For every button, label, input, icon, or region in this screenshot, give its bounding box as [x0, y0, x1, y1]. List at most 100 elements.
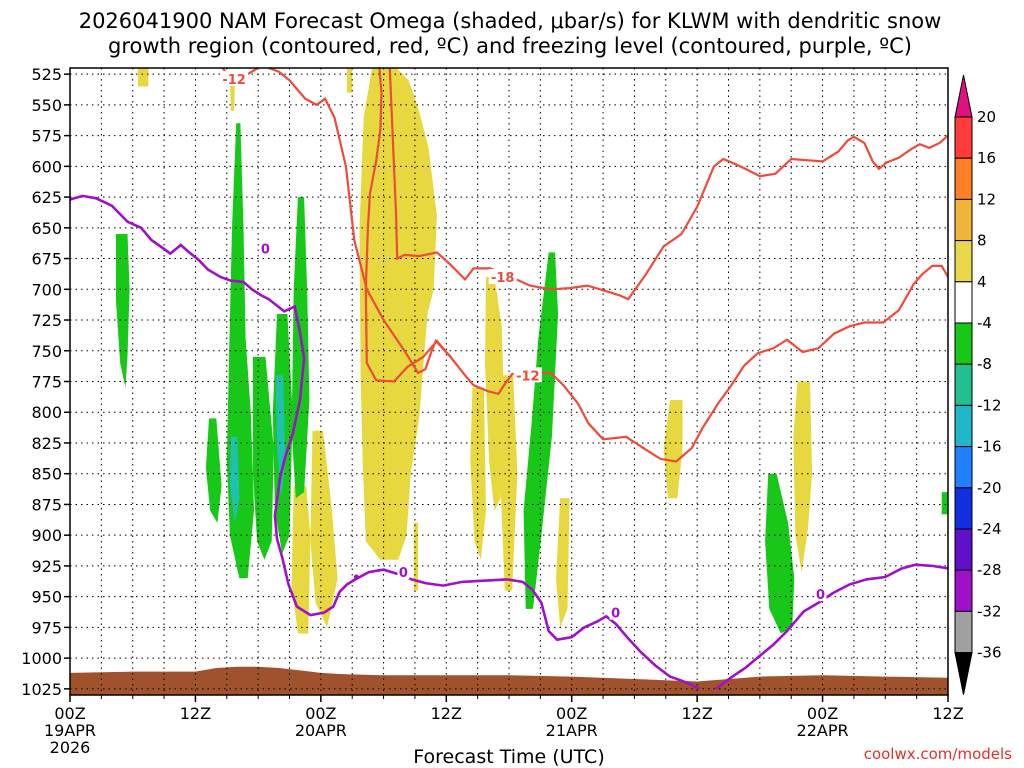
omega-downward-region-12: [663, 399, 683, 499]
colorbar-label-13: -36: [977, 644, 1002, 662]
contour-label-bg-5: [609, 604, 622, 620]
x-tick-date-6: 22APR: [797, 721, 849, 740]
dgz-minus18-contour-upper: [388, 67, 949, 301]
omega-downward-region-6: [291, 486, 311, 634]
colorbar-label-5: -4: [977, 314, 992, 332]
omega-upward-region-3: [252, 356, 274, 560]
y-tick-label-16: 925: [31, 557, 62, 576]
site-credit: coolwx.com/models: [864, 745, 1012, 763]
x-tick-label-1: 12Z: [180, 704, 211, 723]
x-tick-date-2: 20APR: [295, 721, 347, 740]
colorbar-bin-13: [954, 610, 973, 654]
y-tick-label-9: 750: [31, 342, 62, 361]
colorbar-bin-4: [954, 240, 973, 283]
colorbar-label-8: -16: [977, 438, 1002, 456]
colorbar-label-2: 12: [977, 190, 996, 208]
colorbar-label-11: -28: [977, 561, 1002, 579]
x-tick-date-0: 19APR: [44, 721, 96, 740]
colorbar-label-1: 16: [977, 149, 996, 167]
contour-label-2: -18: [491, 271, 515, 286]
y-tick-label-15: 900: [31, 526, 62, 545]
omega-upward-region-7: [765, 473, 795, 634]
x-tick-label-3: 12Z: [431, 704, 462, 723]
colorbar-bin-1: [954, 116, 973, 159]
x-tick-label-2: 00Z: [305, 704, 336, 723]
omega-downward-region-5: [413, 522, 419, 591]
colorbar-label-6: -8: [977, 355, 992, 373]
colorbar-bin-8: [954, 404, 973, 448]
freezing-level-contour-right: [715, 563, 949, 690]
colorbar-bin-3: [954, 198, 973, 242]
x-tick-label-4: 00Z: [556, 704, 587, 723]
contour-label-bg-6: [814, 586, 827, 602]
omega-downward-region-3: [347, 68, 353, 93]
omega-strong-upward-region-0: [229, 436, 240, 523]
chart-title-line-1: 2026041900 NAM Forecast Omega (shaded, μ…: [79, 9, 942, 33]
x-tick-label-0: 00Z: [54, 704, 85, 723]
x-tick-year-0: 2026: [50, 738, 91, 757]
y-tick-label-7: 700: [31, 280, 62, 299]
omega-downward-region-2: [359, 68, 437, 560]
y-tick-label-19: 1000: [21, 649, 62, 668]
omega-upward-region-6: [523, 252, 559, 609]
contour-label-bg-1: [259, 240, 272, 256]
contour-label-bg-0: [220, 71, 249, 87]
contour-label-4: 0: [399, 566, 408, 581]
y-tick-label-1: 550: [31, 96, 62, 115]
colorbar-bin-5: [954, 281, 973, 324]
y-axis: 525 550 575 600 625 650 675 700 725 750 775 800 825 8…: [21, 65, 70, 699]
y-tick-label-20: 1025: [21, 680, 62, 699]
y-tick-label-4: 625: [31, 188, 62, 207]
colorbar-label-10: -24: [977, 520, 1002, 538]
colorbar-top-arrow: [954, 74, 973, 118]
omega-upward-region-5: [291, 197, 310, 499]
omega-downward-region-13: [793, 381, 813, 573]
omega-downward-region-7: [310, 430, 338, 628]
x-tick-label-7: 12Z: [932, 704, 963, 723]
omega-downward-region-4: [408, 363, 413, 462]
x-tick-date-4: 21APR: [546, 721, 598, 740]
chart-title-line-2: growth region (contoured, red, ºC) and f…: [108, 34, 912, 58]
y-tick-label-12: 825: [31, 434, 62, 453]
x-tick-label-6: 00Z: [807, 704, 838, 723]
y-tick-label-3: 600: [31, 157, 62, 176]
omega-colorbar: 20 16 12 8 4 -4 -8 -12 -16 -20 -24 -28 -32 -36: [954, 74, 1002, 695]
y-tick-label-5: 650: [31, 219, 62, 238]
colorbar-bin-2: [954, 157, 973, 200]
colorbar-bin-6: [954, 322, 973, 365]
y-tick-label-13: 850: [31, 465, 62, 484]
contour-labels: -12 0 -18 -12 0 0 0: [220, 71, 827, 622]
colorbar-bottom-arrow: [954, 652, 973, 695]
omega-upward-region-0: [116, 234, 130, 388]
freezing-level-marker-0: [353, 574, 359, 580]
y-tick-label-14: 875: [31, 495, 62, 514]
y-tick-label-0: 525: [31, 65, 62, 84]
omega-shading: [116, 68, 948, 634]
x-tick-label-5: 12Z: [681, 704, 712, 723]
omega-upward-region-1: [205, 418, 222, 523]
colorbar-label-7: -12: [977, 396, 1002, 414]
contour-label-0: -12: [222, 73, 246, 88]
omega-downward-region-11: [556, 498, 570, 628]
contour-label-3: -12: [516, 369, 540, 384]
colorbar-bin-10: [954, 487, 973, 530]
colorbar-bin-12: [954, 569, 973, 612]
omega-downward-region-1: [229, 80, 236, 111]
contour-label-6: 0: [816, 588, 825, 603]
dgz-minus12-contour-1: [268, 66, 949, 463]
colorbar-bin-11: [954, 528, 973, 571]
colorbar-bin-7: [954, 363, 973, 406]
colorbar-label-3: 8: [977, 232, 987, 250]
colorbar-label-9: -20: [977, 479, 1002, 497]
contour-label-5: 0: [611, 607, 620, 622]
colorbar-label-12: -32: [977, 602, 1002, 620]
contour-label-1: 0: [261, 243, 270, 258]
colorbar-bin-9: [954, 446, 973, 489]
contour-label-bg-3: [513, 367, 542, 383]
y-tick-label-10: 775: [31, 373, 62, 392]
y-tick-label-6: 675: [31, 250, 62, 269]
colorbar-label-4: 4: [977, 273, 987, 291]
y-tick-label-8: 725: [31, 311, 62, 330]
